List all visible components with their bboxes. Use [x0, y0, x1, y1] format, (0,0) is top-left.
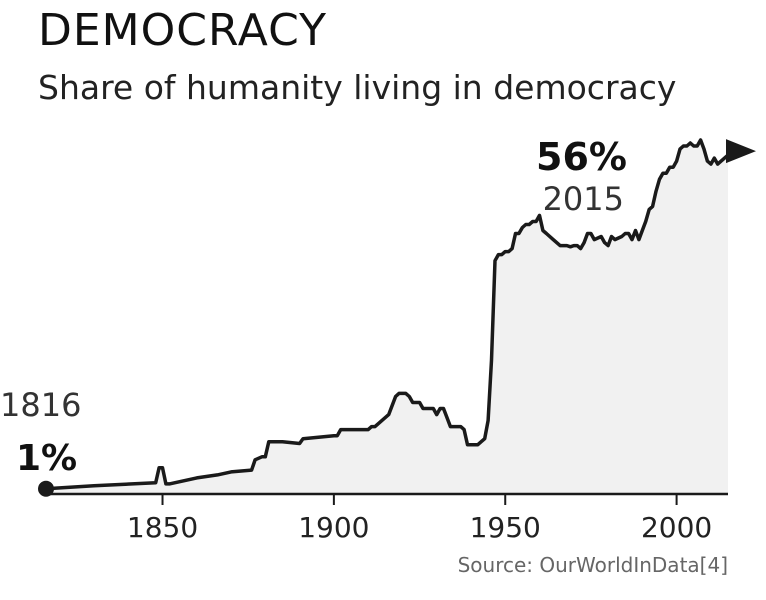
area-layer	[46, 140, 728, 493]
start-value-label: 1%	[16, 438, 77, 479]
line-layer	[44, 138, 730, 491]
chart-subtitle: Share of humanity living in democracy	[38, 68, 677, 107]
series-line	[44, 138, 730, 491]
start-marker-dot	[38, 480, 54, 497]
x-tick-label-1950: 1950	[470, 511, 541, 544]
area-fill	[46, 140, 728, 493]
end-year-label: 2015	[543, 180, 624, 218]
end-marker-arrow	[726, 139, 756, 164]
x-tick-label-1850: 1850	[127, 511, 198, 544]
start-year-label: 1816	[0, 386, 81, 424]
end-value-label: 56%	[536, 135, 627, 179]
x-axis: 1850 1900 1950 2000	[46, 492, 728, 544]
x-tick-label-2000: 2000	[641, 511, 712, 544]
marker-layer	[38, 139, 756, 497]
source-credit: Source: OurWorldInData[4]	[457, 553, 728, 577]
chart-title: DEMOCRACY	[38, 5, 327, 56]
x-tick-label-1900: 1900	[298, 511, 369, 544]
annotation-layer: 1816 1% 56%2015	[0, 135, 627, 479]
